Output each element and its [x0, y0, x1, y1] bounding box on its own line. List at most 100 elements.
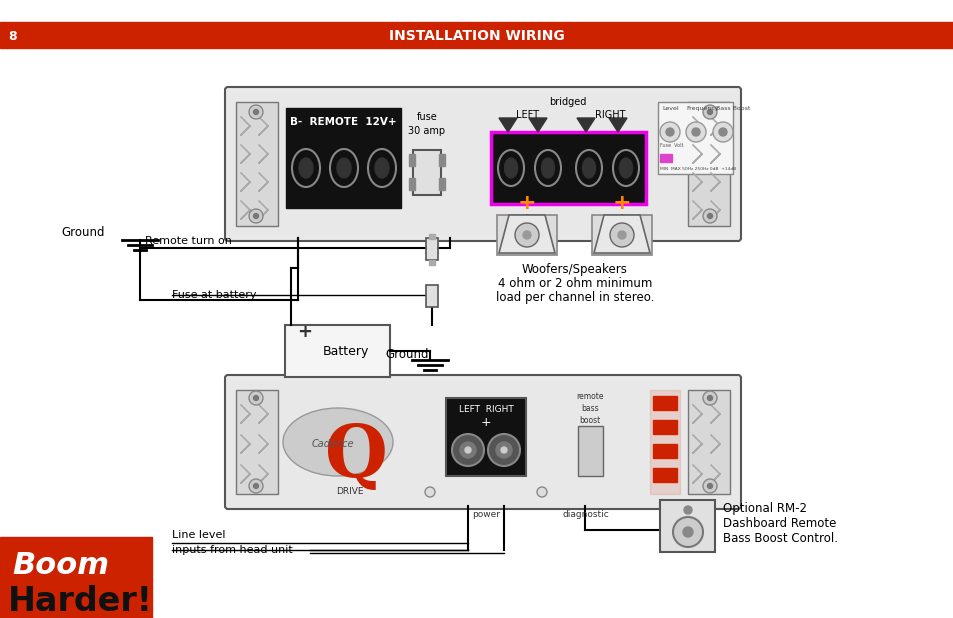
Circle shape: [702, 391, 717, 405]
Circle shape: [707, 109, 712, 114]
Bar: [413, 150, 440, 195]
Circle shape: [707, 213, 712, 219]
Circle shape: [691, 128, 700, 136]
Circle shape: [707, 396, 712, 400]
Bar: [235, 390, 277, 494]
Text: B-  REMOTE  12V+: B- REMOTE 12V+: [290, 117, 396, 127]
Bar: [409, 178, 415, 190]
Text: power: power: [472, 510, 499, 519]
Bar: [687, 102, 729, 226]
Text: load per channel in stereo.: load per channel in stereo.: [496, 291, 654, 304]
Text: diagnostic: diagnostic: [562, 510, 609, 519]
Circle shape: [665, 128, 673, 136]
Text: Line level: Line level: [172, 530, 225, 540]
Text: LEFT  RIGHT: LEFT RIGHT: [458, 405, 513, 413]
Circle shape: [537, 487, 546, 497]
Text: +: +: [480, 415, 491, 428]
FancyBboxPatch shape: [225, 375, 740, 509]
Text: Fuse at battery: Fuse at battery: [172, 290, 256, 300]
Text: Battery: Battery: [322, 344, 368, 357]
Circle shape: [702, 209, 717, 223]
Bar: [286, 108, 400, 208]
Ellipse shape: [576, 150, 601, 186]
Bar: [652, 420, 677, 434]
Bar: [652, 444, 677, 458]
Circle shape: [683, 506, 691, 514]
Text: fuse: fuse: [416, 112, 436, 122]
Bar: [658, 102, 732, 174]
Ellipse shape: [375, 158, 389, 178]
Bar: [429, 260, 435, 265]
Text: Bass Boost Control.: Bass Boost Control.: [722, 532, 837, 545]
Text: Optional RM-2: Optional RM-2: [722, 502, 806, 515]
Bar: [426, 285, 437, 307]
Ellipse shape: [298, 158, 313, 178]
Bar: [659, 500, 714, 552]
Text: remote
bass
boost: remote bass boost: [576, 392, 603, 425]
Circle shape: [488, 434, 519, 466]
Circle shape: [685, 122, 705, 142]
Text: +: +: [296, 323, 312, 341]
Circle shape: [719, 128, 726, 136]
Bar: [235, 102, 277, 226]
Text: Level: Level: [661, 106, 678, 111]
FancyBboxPatch shape: [225, 87, 740, 241]
Ellipse shape: [368, 149, 395, 187]
Ellipse shape: [541, 158, 554, 178]
Bar: [446, 398, 525, 476]
Bar: [659, 154, 671, 162]
Ellipse shape: [535, 150, 560, 186]
Text: Fuse  Volt: Fuse Volt: [659, 143, 682, 148]
Polygon shape: [498, 215, 555, 253]
Bar: [578, 426, 602, 476]
Bar: [426, 238, 437, 260]
Text: Boom: Boom: [12, 551, 109, 580]
Bar: [592, 215, 651, 255]
Text: Cadence: Cadence: [312, 439, 354, 449]
Text: DRIVE: DRIVE: [335, 488, 363, 496]
Ellipse shape: [504, 158, 517, 178]
Ellipse shape: [618, 158, 632, 178]
Bar: [652, 468, 677, 482]
Circle shape: [452, 434, 483, 466]
Circle shape: [500, 447, 506, 453]
Circle shape: [249, 105, 263, 119]
Polygon shape: [594, 215, 649, 253]
Text: INSTALLATION WIRING: INSTALLATION WIRING: [389, 29, 564, 43]
Text: LEFT: LEFT: [516, 110, 539, 120]
Bar: [491, 132, 645, 204]
Text: Dashboard Remote: Dashboard Remote: [722, 517, 836, 530]
Text: inputs from head unit: inputs from head unit: [172, 545, 293, 555]
Circle shape: [249, 209, 263, 223]
Bar: [497, 215, 557, 255]
Text: Frequency: Frequency: [685, 106, 718, 111]
Circle shape: [249, 479, 263, 493]
Text: RIGHT: RIGHT: [594, 110, 624, 120]
Circle shape: [682, 527, 692, 537]
Circle shape: [424, 487, 435, 497]
Text: Harder!: Harder!: [8, 585, 152, 618]
Circle shape: [618, 231, 625, 239]
Circle shape: [515, 223, 538, 247]
Circle shape: [253, 396, 258, 400]
Bar: [649, 390, 679, 494]
Text: 4 ohm or 2 ohm minimum: 4 ohm or 2 ohm minimum: [497, 277, 652, 290]
Ellipse shape: [283, 408, 393, 476]
Polygon shape: [498, 118, 517, 132]
Text: Bass Boost: Bass Boost: [716, 106, 750, 111]
Circle shape: [659, 122, 679, 142]
Bar: [0, 537, 152, 618]
Circle shape: [459, 442, 476, 458]
Polygon shape: [529, 118, 546, 132]
Text: 30 amp: 30 amp: [408, 126, 445, 136]
Circle shape: [249, 391, 263, 405]
Circle shape: [496, 442, 512, 458]
Text: Ground: Ground: [61, 226, 105, 239]
Circle shape: [464, 447, 471, 453]
Polygon shape: [608, 118, 626, 132]
Bar: [285, 325, 390, 377]
Circle shape: [522, 231, 531, 239]
Circle shape: [702, 479, 717, 493]
Bar: [652, 396, 677, 410]
Circle shape: [707, 483, 712, 488]
